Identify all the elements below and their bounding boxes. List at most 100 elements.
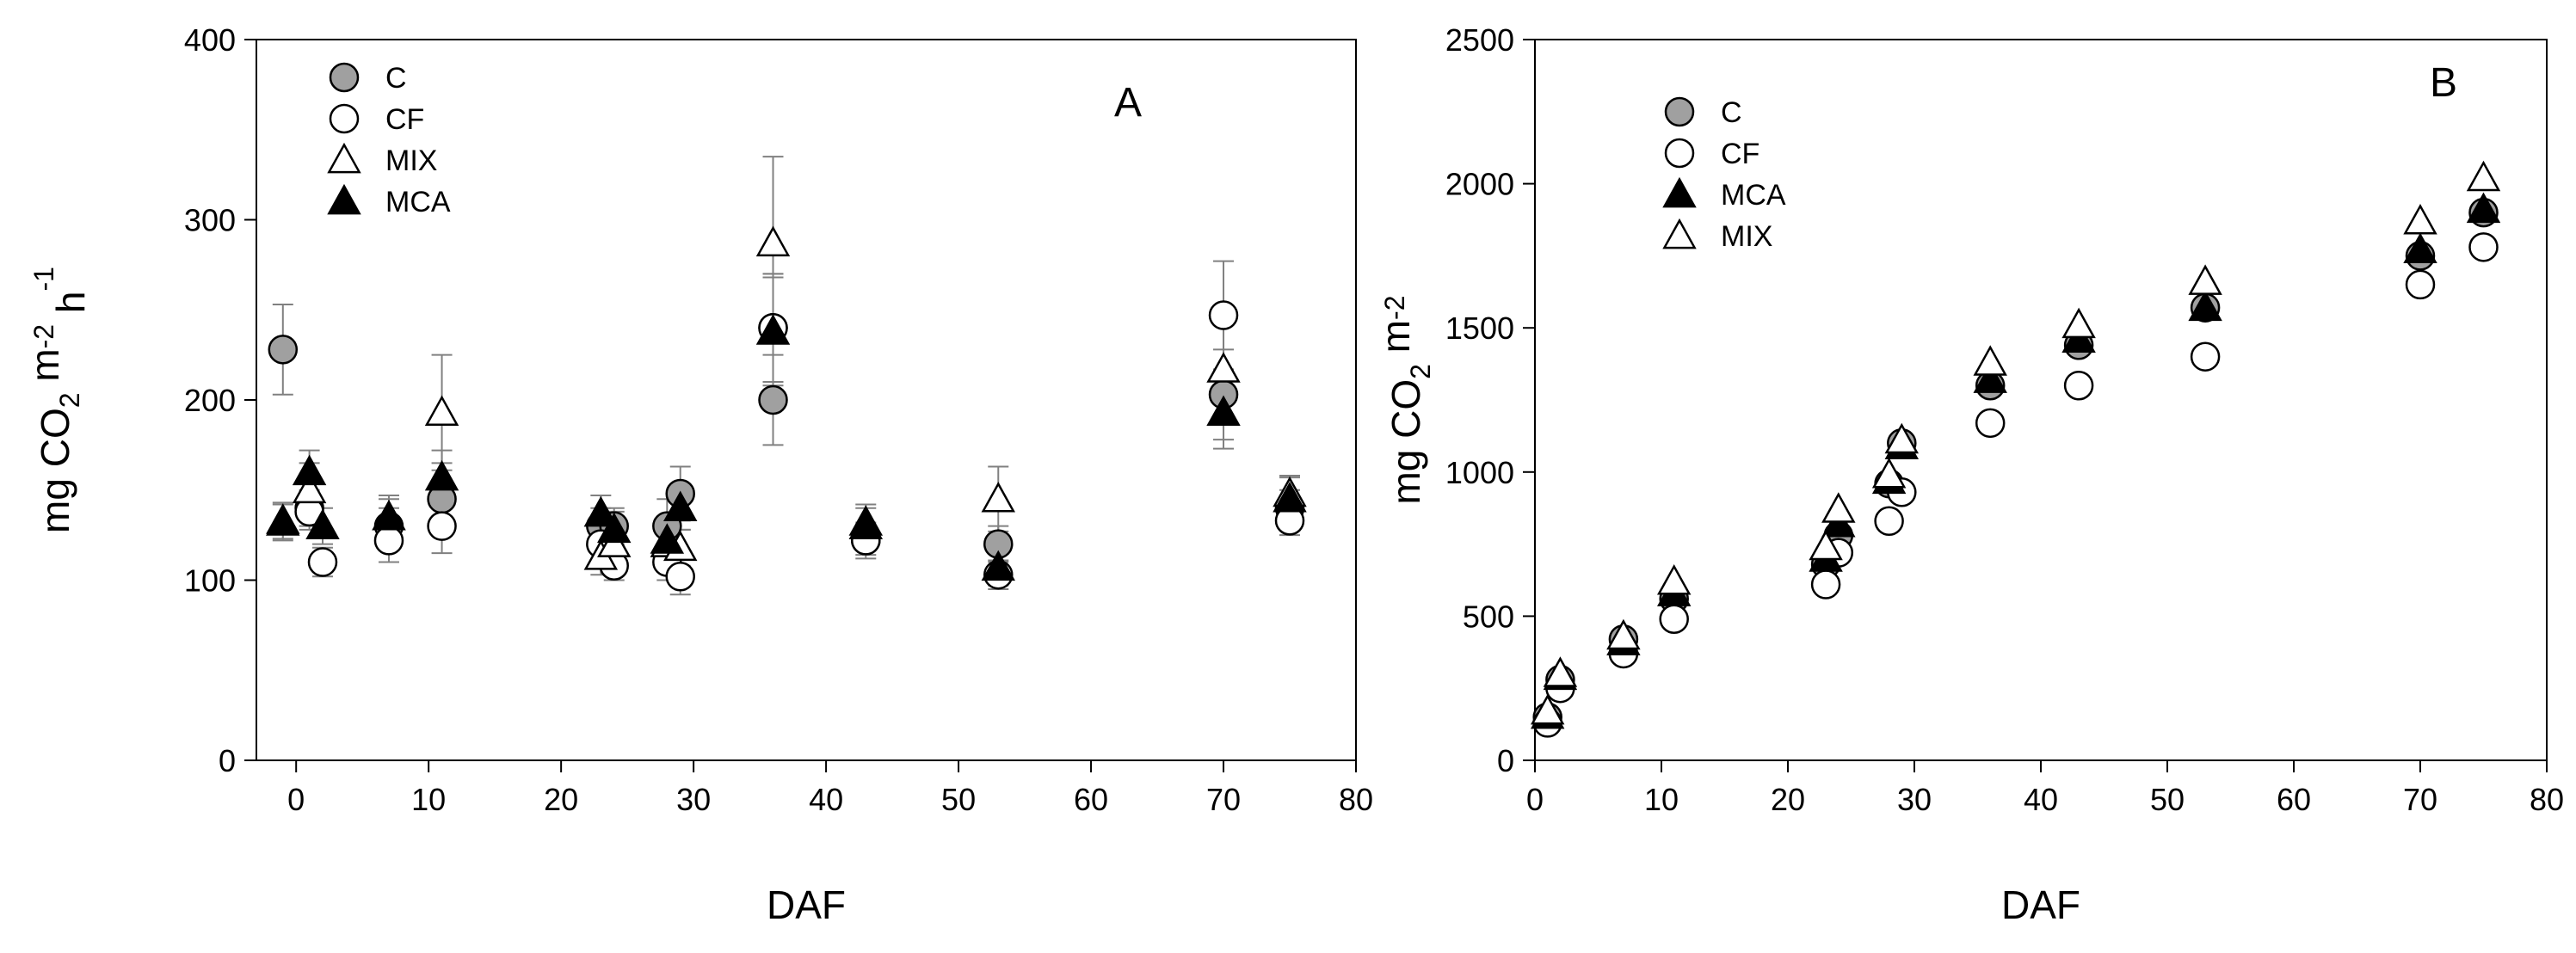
legend-label: CF xyxy=(1721,138,1759,170)
data-point xyxy=(307,547,338,577)
data-point xyxy=(2188,290,2222,322)
data-point xyxy=(2466,192,2501,224)
x-tick-label: 80 xyxy=(2530,782,2564,817)
legend-marker xyxy=(327,142,361,174)
data-point xyxy=(427,511,457,541)
y-tick-label: 100 xyxy=(184,563,236,599)
legend-marker xyxy=(1664,138,1695,169)
data-point xyxy=(1973,345,2007,376)
y-axis-label-sup2: -1 xyxy=(28,267,59,291)
data-point xyxy=(650,523,685,554)
series-cf xyxy=(294,300,1305,592)
data-point xyxy=(1884,422,1920,454)
legend-marker xyxy=(1664,96,1695,127)
panel-label: A xyxy=(1114,80,1142,126)
x-axis-label: DAF xyxy=(767,882,846,927)
data-point xyxy=(981,550,1015,581)
legend-label: C xyxy=(385,62,407,95)
data-point xyxy=(2061,307,2096,339)
data-point xyxy=(2190,341,2221,372)
data-point xyxy=(2405,269,2436,300)
x-tick-label: 10 xyxy=(1644,782,1679,817)
y-tick-label: 1500 xyxy=(1445,310,1514,346)
data-point xyxy=(1975,408,2006,439)
chart-panel-b: 0 10 20 30 40 50 60 70 80 0 500 1000 1500 2000 2500 DAF… xyxy=(1373,22,2564,927)
data-point xyxy=(1530,693,1565,725)
y-tick-label: 500 xyxy=(1463,599,1514,634)
y-axis-label-sup1: -2 xyxy=(1379,295,1410,319)
data-point xyxy=(1606,618,1641,650)
y-axis-label: mg CO2 m-2 h-1 xyxy=(22,267,93,533)
x-tick-label: 50 xyxy=(941,782,976,817)
data-point xyxy=(2403,204,2437,235)
data-point xyxy=(305,508,340,539)
data-point xyxy=(1656,564,1692,595)
series-c xyxy=(268,312,1305,559)
legend-label: C xyxy=(1721,96,1742,129)
data-point xyxy=(662,490,698,522)
data-point xyxy=(1973,362,2007,393)
panel-label: B xyxy=(2430,60,2457,106)
data-point xyxy=(292,454,327,486)
x-tick-label: 60 xyxy=(1074,782,1108,817)
x-tick-label: 0 xyxy=(1526,782,1544,817)
data-point xyxy=(848,508,884,539)
data-point xyxy=(755,225,791,257)
series-mix xyxy=(1530,160,2501,725)
data-point xyxy=(597,512,632,544)
legend-marker xyxy=(327,183,361,215)
data-point xyxy=(1809,529,1843,561)
x-tick-label: 40 xyxy=(809,782,843,817)
legend-label: MIX xyxy=(1721,220,1772,253)
x-tick-label: 0 xyxy=(287,782,305,817)
legend-label: CF xyxy=(385,103,424,136)
y-tick-label: 0 xyxy=(1497,743,1514,778)
legend-marker xyxy=(329,62,360,93)
y-tick-label: 2500 xyxy=(1445,22,1514,58)
data-point xyxy=(1871,457,1907,489)
x-tick-label: 60 xyxy=(2277,782,2311,817)
legend-marker xyxy=(329,103,360,134)
data-point xyxy=(2188,264,2222,295)
data-point xyxy=(1821,492,1856,523)
data-point xyxy=(2403,232,2437,264)
x-tick-label: 30 xyxy=(676,782,711,817)
data-point xyxy=(424,395,459,426)
y-tick-label: 2000 xyxy=(1445,167,1514,202)
x-tick-label: 30 xyxy=(1897,782,1932,817)
x-tick-label: 70 xyxy=(1206,782,1241,817)
data-point xyxy=(266,505,300,536)
series-mca xyxy=(266,314,1307,581)
data-point xyxy=(373,526,404,556)
data-point xyxy=(755,314,791,345)
legend-marker xyxy=(1662,218,1697,249)
y-axis-label-base: mg CO xyxy=(1384,379,1428,505)
legend-label: MIX xyxy=(385,144,437,177)
x-tick-label: 20 xyxy=(544,782,578,817)
legend-marker xyxy=(1662,176,1697,208)
data-point xyxy=(1810,569,1841,599)
y-axis-label-sup1: -2 xyxy=(28,324,59,348)
legend: C CF MCA MIX xyxy=(1662,96,1786,253)
x-tick-label: 50 xyxy=(2150,782,2185,817)
data-point xyxy=(1273,482,1307,513)
data-point xyxy=(292,472,327,504)
data-point xyxy=(1874,506,1904,537)
data-point xyxy=(2063,370,2094,401)
data-point xyxy=(268,335,299,365)
y-tick-label: 400 xyxy=(184,22,236,58)
y-axis-label-mid2: h xyxy=(48,292,93,324)
y-axis-label-sub: 2 xyxy=(1405,364,1436,379)
x-tick-label: 80 xyxy=(1339,782,1373,817)
y-axis-label-base: mg CO xyxy=(33,408,77,533)
series-c xyxy=(1532,197,2499,732)
data-point xyxy=(2468,232,2499,262)
y-axis-label: mg CO2 m-2 xyxy=(1373,295,1436,504)
y-tick-label: 300 xyxy=(184,203,236,238)
data-point xyxy=(1208,300,1239,330)
data-point xyxy=(1206,395,1241,426)
x-tick-label: 70 xyxy=(2403,782,2437,817)
data-point xyxy=(1543,656,1578,687)
data-point xyxy=(424,459,459,491)
